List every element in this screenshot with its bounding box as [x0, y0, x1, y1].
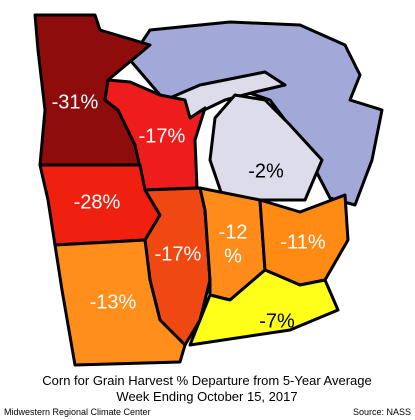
- source: Source: NASS: [353, 407, 411, 417]
- state-label: %: [224, 245, 242, 267]
- credit: Midwestern Regional Climate Center: [4, 407, 151, 417]
- state: [53, 238, 187, 367]
- title-line: Week Ending October 15, 2017: [116, 389, 297, 404]
- state-label: -31%: [52, 91, 99, 113]
- state-label: -7%: [259, 310, 295, 332]
- state-label: -13%: [90, 291, 137, 313]
- title-line: Corn for Grain Harvest % Departure from …: [42, 373, 371, 388]
- state-label: -28%: [74, 191, 121, 213]
- state-label: -11%: [280, 231, 325, 253]
- state-label: -17%: [155, 243, 202, 265]
- state-label: -17%: [139, 125, 186, 147]
- state: [188, 268, 340, 347]
- shapes: [33, 13, 384, 367]
- state: [103, 78, 207, 192]
- state: [208, 93, 324, 202]
- state-label: -12: [219, 221, 248, 243]
- labels: -31% -17% -2% -28% -17% -12% -11% -13% -7%: [52, 91, 326, 332]
- state-label: -2%: [248, 160, 284, 182]
